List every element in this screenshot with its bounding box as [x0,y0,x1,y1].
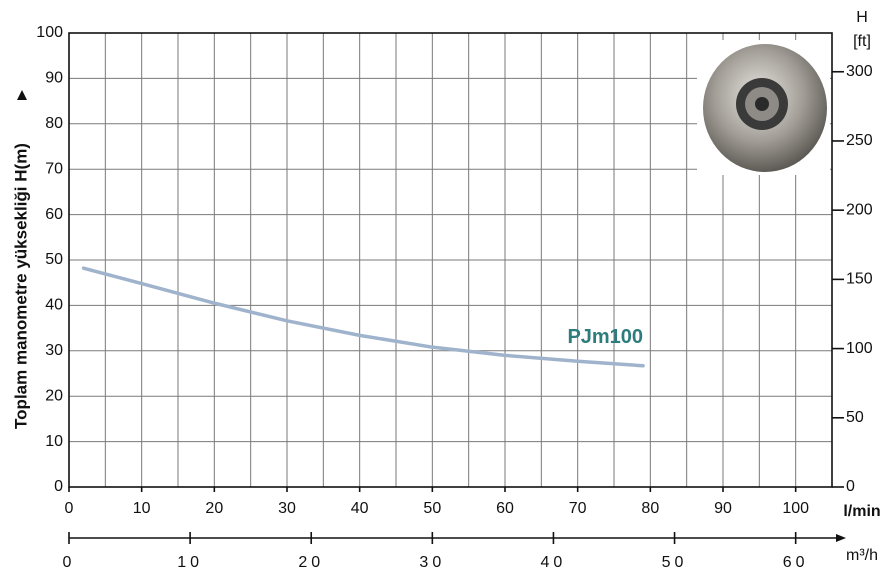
y-tick-label: 0 [54,478,63,495]
y-tick-label: 70 [45,160,63,177]
y2-tick-label: 300 [846,63,873,80]
x2-tick-label: 50 [662,554,688,571]
y2-tick-label: 200 [846,201,873,218]
x-tick-label: 100 [782,500,809,517]
y-tick-label: 90 [45,70,63,87]
x-tick-label: 70 [569,500,587,517]
y2-tick-label: 0 [846,478,855,495]
y2-tick-label: 250 [846,132,873,149]
x-tick-label: 40 [351,500,369,517]
y2-tick-label: 100 [846,340,873,357]
x2-tick-label: 0 [63,554,76,571]
x2-tick-label: 20 [298,554,324,571]
y-axis-arrow [17,90,27,100]
x2-tick-label: 10 [177,554,203,571]
y-tick-label: 80 [45,115,63,132]
x-tick-label: 80 [641,500,659,517]
plot-frame [68,32,833,488]
x-tick-label: 50 [423,500,441,517]
y-tick-label: 40 [45,297,63,314]
x2-tick-label: 30 [419,554,445,571]
y-tick-label: 50 [45,251,63,268]
x-tick-label: 60 [496,500,514,517]
y2-tick-label: 150 [846,271,873,288]
x2-axis-arrow [836,534,846,542]
x2-tick-label: 40 [541,554,567,571]
y2-axis-title: H [856,9,868,26]
curve [81,266,645,368]
y2-axis-unit: [ft] [853,33,871,50]
x-tick-label: 30 [278,500,296,517]
x-tick-label: 20 [205,500,223,517]
y-tick-label: 100 [36,24,63,41]
impeller-photo [697,40,830,175]
y-tick-label: 20 [45,387,63,404]
x2-tick-label: 60 [783,554,809,571]
y2-tick-label: 50 [846,409,864,426]
x-tick-label: 0 [65,500,74,517]
y-tick-label: 30 [45,342,63,359]
x-axis-unit: l/min [843,503,880,520]
y-tick-label: 60 [45,206,63,223]
series-label: PJm100 [567,326,643,348]
y-tick-label: 10 [45,433,63,450]
x-tick-label: 90 [714,500,732,517]
x-tick-label: 10 [133,500,151,517]
x2-axis-unit: m³/h [846,547,878,564]
y-axis-title: Toplam manometre yüksekliği H(m) [11,143,30,429]
